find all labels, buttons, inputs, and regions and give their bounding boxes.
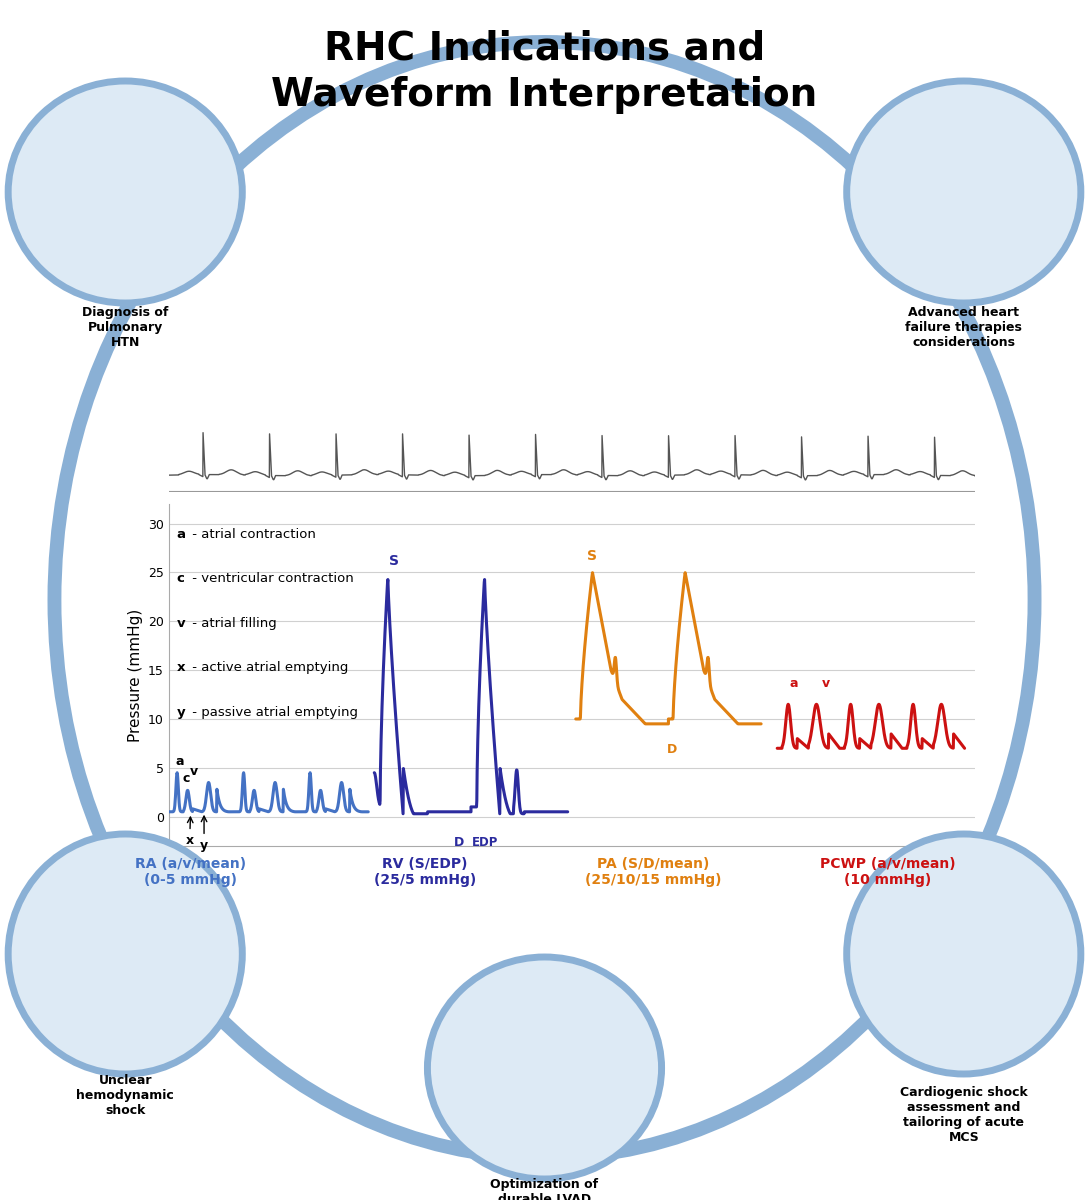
Text: D: D: [454, 836, 464, 850]
Text: Cardiogenic shock
assessment and
tailoring of acute
MCS: Cardiogenic shock assessment and tailori…: [900, 1086, 1028, 1144]
Text: - atrial contraction: - atrial contraction: [188, 528, 316, 541]
Text: RHC Indications and
Waveform Interpretation: RHC Indications and Waveform Interpretat…: [271, 30, 818, 114]
Text: - atrial filling: - atrial filling: [188, 617, 277, 630]
Text: RA (a/v/mean)
(0-5 mmHg): RA (a/v/mean) (0-5 mmHg): [135, 857, 246, 887]
Text: - ventricular contraction: - ventricular contraction: [188, 572, 354, 586]
Text: - active atrial emptying: - active atrial emptying: [188, 661, 348, 674]
Text: - passive atrial emptying: - passive atrial emptying: [188, 706, 358, 719]
Text: S: S: [390, 553, 400, 568]
Text: v: v: [189, 764, 198, 778]
Text: x: x: [186, 834, 194, 847]
Text: EDP: EDP: [472, 836, 499, 850]
Text: Unclear
hemodynamic
shock: Unclear hemodynamic shock: [76, 1074, 174, 1117]
Text: a: a: [175, 755, 184, 768]
Text: Advanced heart
failure therapies
considerations: Advanced heart failure therapies conside…: [905, 306, 1023, 349]
Text: c: c: [176, 572, 185, 586]
Text: PA (S/D/mean)
(25/10/15 mmHg): PA (S/D/mean) (25/10/15 mmHg): [585, 857, 722, 887]
Text: v: v: [176, 617, 185, 630]
Text: x: x: [176, 661, 185, 674]
Text: v: v: [821, 677, 830, 690]
Text: RV (S/EDP)
(25/5 mmHg): RV (S/EDP) (25/5 mmHg): [374, 857, 476, 887]
Text: c: c: [182, 773, 189, 786]
Text: S: S: [587, 548, 597, 563]
Text: Optimization of
durable LVAD
support: Optimization of durable LVAD support: [490, 1178, 599, 1200]
Text: PCWP (a/v/mean)
(10 mmHg): PCWP (a/v/mean) (10 mmHg): [820, 857, 955, 887]
Text: y: y: [200, 839, 208, 852]
Text: y: y: [176, 706, 185, 719]
Text: a: a: [176, 528, 186, 541]
Text: Diagnosis of
Pulmonary
HTN: Diagnosis of Pulmonary HTN: [82, 306, 169, 349]
Text: a: a: [790, 677, 797, 690]
Y-axis label: Pressure (mmHg): Pressure (mmHg): [127, 608, 143, 742]
Text: D: D: [668, 743, 677, 756]
